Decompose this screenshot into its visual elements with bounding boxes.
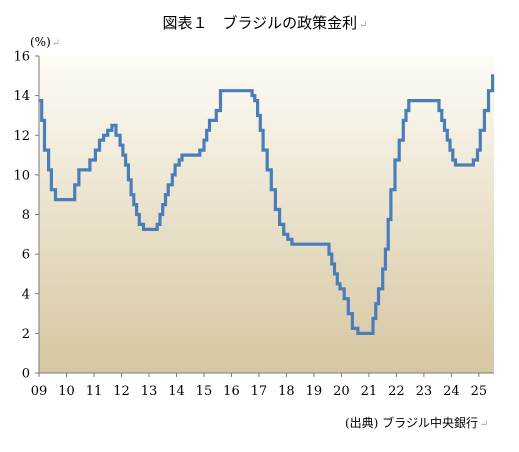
x-tick-label: 16 xyxy=(223,384,240,399)
y-tick-label: 6 xyxy=(22,248,30,263)
series-line xyxy=(39,74,495,335)
y-unit-label: (%)↵ xyxy=(30,35,60,49)
x-tick-label: 24 xyxy=(443,384,460,399)
x-tick-label: 11 xyxy=(86,384,103,399)
y-tick-label: 4 xyxy=(22,287,30,302)
source-note: (出典) ブラジル中央銀行 ↵ xyxy=(345,415,488,430)
plot-area xyxy=(39,56,494,373)
y-tick-label: 0 xyxy=(22,367,30,382)
x-tick-label: 14 xyxy=(168,384,185,399)
y-tick-label: 8 xyxy=(22,208,30,223)
x-tick-label: 19 xyxy=(306,384,323,399)
x-tick-label: 13 xyxy=(141,384,158,399)
x-tick-label: 23 xyxy=(416,384,433,399)
x-tick-label: 20 xyxy=(333,384,350,399)
x-tick-label: 18 xyxy=(278,384,295,399)
x-tick-label: 22 xyxy=(388,384,405,399)
x-tick-label: 12 xyxy=(113,384,130,399)
y-tick-label: 2 xyxy=(22,327,30,342)
x-tick-label: 25 xyxy=(471,384,488,399)
x-tick-label: 15 xyxy=(196,384,213,399)
x-tick-label: 10 xyxy=(58,384,75,399)
y-tick-label: 16 xyxy=(13,50,30,65)
x-tick-label: 17 xyxy=(251,384,268,399)
chart-title: 図表１ ブラジルの政策金利 ↵ xyxy=(162,14,367,32)
y-tick-label: 14 xyxy=(13,89,30,104)
y-tick-label: 12 xyxy=(13,129,30,144)
y-axis: 0 2 4 6 8 10 12 14 16 xyxy=(13,50,39,382)
x-tick-label: 09 xyxy=(31,384,48,399)
y-tick-label: 10 xyxy=(13,168,30,183)
axis-lines xyxy=(38,56,494,374)
x-axis: 09 10 11 12 13 14 15 16 17 18 19 20 21 22 23 24 25 xyxy=(31,373,487,399)
x-tick-label: 21 xyxy=(361,384,378,399)
